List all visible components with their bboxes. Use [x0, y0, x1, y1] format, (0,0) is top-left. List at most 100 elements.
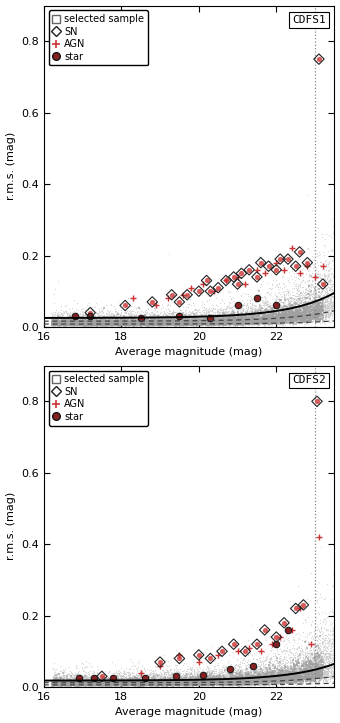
Point [188, 677, 193, 688]
Point [98, 675, 103, 687]
Point [189, 677, 195, 688]
Point [148, 313, 153, 325]
Point [157, 680, 162, 691]
Point [137, 318, 142, 330]
Point [275, 302, 281, 314]
Point [97, 675, 102, 687]
Point [141, 318, 146, 330]
Point [258, 675, 263, 686]
Point [190, 676, 196, 688]
Point [76, 680, 81, 691]
Point [236, 673, 241, 685]
Point [118, 677, 123, 688]
Point [164, 676, 169, 688]
Point [101, 319, 106, 330]
Point [241, 319, 246, 330]
Point [187, 315, 193, 326]
Point [286, 315, 292, 327]
Point [139, 316, 144, 328]
Point [207, 675, 212, 686]
Point [81, 676, 86, 688]
Point [112, 679, 117, 690]
Point [210, 310, 216, 322]
Point [273, 275, 278, 286]
Point [167, 663, 172, 675]
Point [313, 296, 319, 307]
Point [318, 289, 323, 301]
Point [269, 319, 274, 330]
Point [138, 309, 143, 321]
Point [195, 314, 201, 325]
Point [141, 677, 147, 689]
Point [292, 661, 298, 672]
Point [250, 679, 256, 690]
Point [104, 677, 109, 688]
Point [139, 318, 144, 330]
Point [86, 317, 92, 328]
Point [122, 678, 127, 690]
Point [272, 671, 278, 683]
Point [238, 677, 244, 688]
Point [130, 677, 135, 688]
Point [225, 315, 231, 326]
Point [316, 278, 321, 290]
Point [230, 664, 235, 675]
Point [209, 676, 214, 688]
Point [248, 310, 254, 322]
Point [241, 318, 246, 330]
Point [126, 679, 132, 690]
Point [104, 678, 109, 690]
Point [103, 317, 108, 329]
Point [212, 309, 217, 321]
Point [212, 316, 218, 328]
Point [330, 568, 336, 580]
Point [292, 307, 298, 319]
Point [313, 288, 319, 300]
Point [228, 677, 234, 689]
Point [63, 319, 68, 330]
Point [287, 315, 292, 326]
Point [143, 677, 149, 689]
Point [65, 319, 71, 330]
Point [123, 671, 129, 683]
Point [150, 672, 155, 683]
Point [317, 301, 322, 312]
Point [79, 312, 84, 323]
Point [167, 320, 172, 331]
Point [131, 317, 136, 328]
Point [217, 677, 222, 688]
Point [115, 677, 120, 689]
Point [194, 672, 200, 684]
Point [85, 319, 90, 330]
Point [304, 301, 310, 313]
Point [77, 314, 83, 325]
Point [66, 317, 71, 328]
Point [274, 669, 279, 680]
Point [171, 318, 177, 330]
Point [315, 311, 320, 322]
Point [179, 677, 185, 688]
Point [97, 677, 103, 688]
Point [235, 307, 241, 319]
Point [308, 667, 313, 678]
Point [301, 663, 306, 675]
Point [191, 675, 197, 687]
Point [177, 315, 183, 326]
Point [284, 315, 289, 327]
Point [245, 310, 250, 322]
Point [251, 318, 257, 330]
Point [306, 303, 311, 315]
Point [91, 677, 96, 688]
Point [319, 607, 325, 618]
Point [102, 676, 107, 688]
Point [58, 679, 64, 690]
Point [144, 319, 149, 330]
Point [132, 316, 137, 328]
Point [131, 675, 136, 686]
Point [148, 312, 153, 324]
Point [270, 669, 275, 681]
Point [281, 668, 287, 680]
Point [67, 317, 72, 329]
Point [226, 677, 231, 689]
Point [133, 676, 139, 688]
